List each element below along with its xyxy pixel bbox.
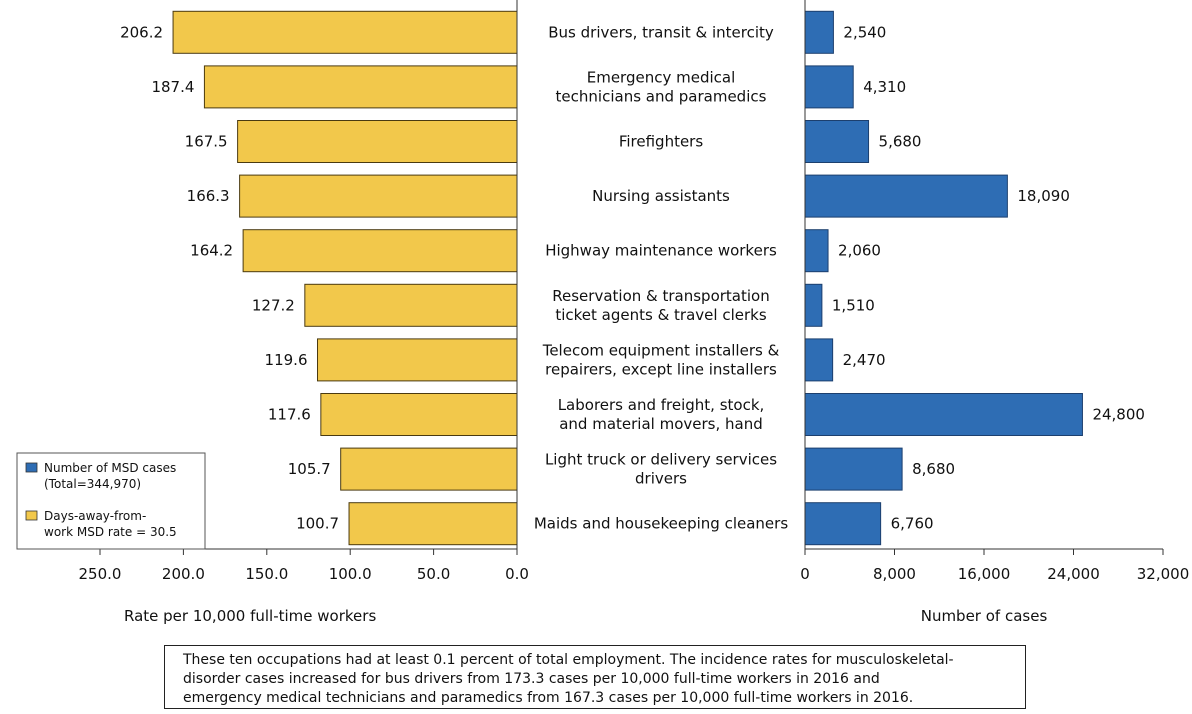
cases-axis-tick-label: 0 — [800, 565, 810, 583]
legend-swatch — [25, 510, 38, 521]
legend-label: (Total=344,970) — [44, 477, 141, 491]
rate-value-label: 167.5 — [185, 133, 228, 151]
rate-bar — [237, 120, 518, 163]
rate-bar — [242, 229, 518, 273]
rate-value-label: 100.7 — [296, 515, 339, 533]
rate-axis-tick-label: 250.0 — [79, 565, 122, 583]
rate-axis-tick-label: 50.0 — [417, 565, 450, 583]
cases-bar — [804, 120, 870, 163]
cases-axis-tick-label: 8,000 — [873, 565, 916, 583]
occupation-label: Highway maintenance workers — [545, 242, 777, 260]
occupation-label-line: Telecom equipment installers & — [542, 341, 780, 359]
occupation-label: Bus drivers, transit & intercity — [548, 23, 774, 41]
rate-axis-tick-label: 150.0 — [245, 565, 288, 583]
footnote-line: emergency medical technicians and parame… — [183, 690, 914, 706]
cases-value-label: 2,470 — [843, 351, 886, 369]
occupation-label-line: Reservation & transportation — [552, 287, 769, 305]
legend-label: Number of MSD cases — [44, 461, 176, 475]
cases-bar — [804, 174, 1008, 218]
rate-value-label: 119.6 — [265, 351, 308, 369]
occupation-label-line: Emergency medical — [587, 68, 736, 86]
occupation-label: Firefighters — [619, 133, 704, 151]
rate-value-label: 105.7 — [288, 460, 331, 478]
legend-label: work MSD rate = 30.5 — [44, 525, 177, 539]
occupation-label-line: drivers — [635, 470, 687, 488]
rate-value-label: 187.4 — [151, 78, 194, 96]
rate-value-label: 206.2 — [120, 23, 163, 41]
occupation-label: Maids and housekeeping cleaners — [534, 515, 788, 533]
rate-value-label: 127.2 — [252, 296, 295, 314]
rate-bar — [304, 283, 518, 327]
cases-axis-tick-label: 32,000 — [1137, 565, 1190, 583]
cases-bar — [804, 393, 1083, 436]
occupation-label-line: Light truck or delivery services — [545, 451, 777, 469]
footnote-line: These ten occupations had at least 0.1 p… — [183, 652, 954, 668]
cases-bar — [804, 229, 829, 273]
footnote-box: These ten occupations had at least 0.1 p… — [164, 645, 1026, 709]
cases-value-label: 5,680 — [879, 133, 922, 151]
cases-value-label: 2,540 — [843, 23, 886, 41]
rate-axis-tick-label: 100.0 — [329, 565, 372, 583]
occupation-label: Emergency medical technicians and paramed… — [556, 68, 767, 105]
rate-bar — [203, 65, 518, 109]
occupation-label-line: Firefighters — [619, 133, 704, 151]
legend-swatch — [25, 462, 38, 473]
occupation-label-line: Nursing assistants — [592, 187, 730, 205]
cases-bar — [804, 283, 823, 327]
cases-bar — [804, 502, 882, 546]
rate-axis-title: Rate per 10,000 full-time workers — [124, 607, 376, 625]
rate-bar — [348, 502, 518, 546]
cases-value-label: 24,800 — [1092, 406, 1145, 424]
cases-axis-tick-label: 24,000 — [1047, 565, 1100, 583]
occupation-label-line: and material movers, hand — [559, 415, 763, 433]
cases-value-label: 2,060 — [838, 242, 881, 260]
occupation-label: Light truck or delivery services drivers — [545, 451, 777, 488]
occupation-label-line: Laborers and freight, stock, — [558, 396, 765, 414]
occupation-label-line: ticket agents & travel clerks — [555, 306, 766, 324]
rate-bar — [340, 447, 518, 491]
occupation-label-line: Highway maintenance workers — [545, 242, 777, 260]
occupation-label-line: Bus drivers, transit & intercity — [548, 23, 774, 41]
cases-value-label: 8,680 — [912, 460, 955, 478]
rate-bar — [320, 393, 518, 436]
rate-axis-tick-label: 200.0 — [162, 565, 205, 583]
cases-axis-title: Number of cases — [921, 607, 1048, 625]
footnote-line: disorder cases increased for bus drivers… — [183, 671, 880, 687]
rate-bar — [172, 10, 518, 54]
cases-bar — [804, 338, 834, 382]
rate-axis-tick-label: 0.0 — [505, 565, 529, 583]
cases-axis-tick-label: 16,000 — [958, 565, 1011, 583]
occupation-label: Laborers and freight, stock, and material… — [558, 396, 765, 433]
rate-bar — [317, 338, 518, 382]
cases-value-label: 1,510 — [832, 296, 875, 314]
occupation-label-line: Maids and housekeeping cleaners — [534, 515, 788, 533]
cases-bar — [804, 10, 834, 54]
occupation-label-line: repairers, except line installers — [545, 360, 777, 378]
cases-value-label: 6,760 — [891, 515, 934, 533]
occupation-label: Reservation & transportation ticket agent… — [552, 287, 769, 324]
cases-value-label: 18,090 — [1017, 187, 1069, 205]
occupation-label: Nursing assistants — [592, 187, 730, 205]
cases-bar — [804, 65, 854, 109]
rate-value-label: 164.2 — [190, 242, 233, 260]
legend-box — [16, 452, 206, 550]
rate-value-label: 166.3 — [187, 187, 230, 205]
rate-value-label: 117.6 — [268, 406, 311, 424]
legend-label: Days-away-from- — [44, 509, 146, 523]
cases-bar — [804, 447, 903, 491]
rate-bar — [239, 174, 518, 218]
occupation-label: Telecom equipment installers & repairers,… — [542, 341, 780, 378]
cases-value-label: 4,310 — [863, 78, 906, 96]
occupation-label-line: technicians and paramedics — [556, 87, 767, 105]
